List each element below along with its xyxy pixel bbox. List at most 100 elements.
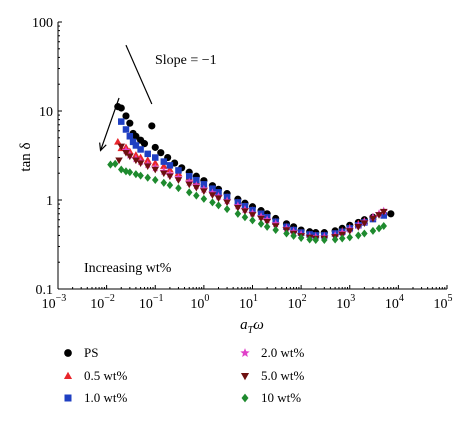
data-point (136, 160, 145, 167)
data-point (151, 143, 159, 151)
data-point (144, 150, 151, 158)
data-point (380, 221, 387, 231)
data-point (132, 170, 140, 179)
data-point (129, 138, 137, 146)
data-point (290, 231, 297, 240)
data-point (193, 176, 200, 184)
data-point (126, 119, 134, 127)
x-tick-label-exp: 0 (204, 293, 209, 304)
data-point (151, 159, 160, 166)
data-point (263, 218, 271, 226)
data-point (166, 181, 174, 190)
x-tick-label: 103 (336, 293, 355, 312)
data-point (185, 181, 194, 189)
x-tick-label-base: 10 (434, 297, 448, 312)
data-point (126, 168, 134, 177)
legend-label: 5.0 wt% (261, 368, 305, 383)
data-point (345, 228, 354, 235)
data-point (360, 220, 369, 228)
legend-marker (64, 349, 72, 357)
data-point (248, 212, 257, 219)
legend-marker (63, 371, 73, 379)
x-tick-label: 105 (434, 293, 453, 312)
series-layer (107, 103, 395, 245)
data-point (132, 142, 140, 149)
data-point (355, 231, 362, 240)
data-point (234, 204, 242, 212)
data-point (166, 173, 174, 181)
increasing-annotation: Increasing wt% (84, 261, 172, 276)
increasing-arrow-head (99, 142, 107, 152)
data-point (241, 208, 249, 216)
data-point (306, 235, 313, 244)
x-tick-label-exp: −2 (104, 293, 115, 304)
data-point (122, 149, 130, 157)
data-point (148, 122, 156, 130)
data-point (160, 162, 168, 169)
x-ticks: 10−3 10−2 10−1 100 101 102 103 104 105 (42, 285, 453, 312)
x-tick-label-exp: 3 (350, 293, 355, 304)
data-point (117, 104, 125, 112)
data-point (175, 167, 182, 174)
y-tick-label: 0.1 (36, 283, 54, 298)
data-point (234, 209, 242, 218)
data-point (114, 137, 122, 145)
legend-label: 1.0 wt% (84, 390, 128, 405)
data-point (126, 133, 134, 140)
data-point (111, 159, 119, 168)
data-point (174, 177, 183, 184)
legend-label: 0.5 wt% (84, 368, 128, 383)
data-point (143, 163, 152, 171)
data-point (283, 229, 290, 238)
data-point (185, 172, 193, 180)
data-point (215, 201, 222, 210)
data-point (208, 192, 217, 199)
series-10-wt- (107, 159, 387, 245)
data-point (200, 194, 208, 203)
legend-label: PS (84, 345, 98, 360)
data-point (331, 235, 339, 244)
data-point (272, 225, 279, 235)
data-point (223, 199, 231, 207)
data-point (223, 205, 231, 214)
data-point (241, 213, 249, 222)
data-point (369, 215, 377, 223)
x-axis-title-tail: ω (253, 317, 264, 333)
data-point (157, 149, 165, 157)
x-axis-title-main: a (240, 317, 248, 333)
data-point (249, 216, 256, 225)
data-point (257, 219, 265, 228)
x-tick-label-exp: 5 (448, 293, 453, 304)
legend-label: 10 wt% (261, 390, 301, 405)
data-point (132, 157, 140, 165)
x-tick-label-base: 10 (139, 297, 153, 312)
x-axis-title-sub: T (248, 325, 255, 336)
data-point (117, 143, 126, 151)
legend-marker (240, 373, 250, 381)
data-point (346, 233, 353, 242)
data-point (160, 170, 168, 178)
x-tick-label: 10−2 (90, 293, 115, 312)
data-point (166, 162, 174, 169)
data-point (115, 157, 123, 165)
data-point (166, 165, 174, 173)
data-point (209, 198, 216, 207)
data-point (126, 153, 134, 161)
data-point (160, 158, 168, 165)
x-tick-label-exp: −1 (153, 293, 164, 304)
x-tick-label-base: 10 (239, 297, 253, 312)
x-tick-label-base: 10 (385, 297, 399, 312)
x-tick-label: 10−1 (139, 293, 164, 312)
y-ticks: 0.1 1 10 100 (32, 16, 62, 298)
data-point (137, 146, 144, 153)
x-tick-label: 10−3 (42, 293, 67, 312)
data-point (375, 212, 383, 219)
legend-marker (241, 393, 249, 403)
slope-line (125, 44, 153, 105)
data-point (143, 156, 152, 163)
data-point (338, 234, 346, 243)
x-tick-label: 104 (385, 293, 404, 312)
x-tick-label: 102 (288, 293, 307, 312)
x-tick-label-base: 10 (42, 297, 56, 312)
